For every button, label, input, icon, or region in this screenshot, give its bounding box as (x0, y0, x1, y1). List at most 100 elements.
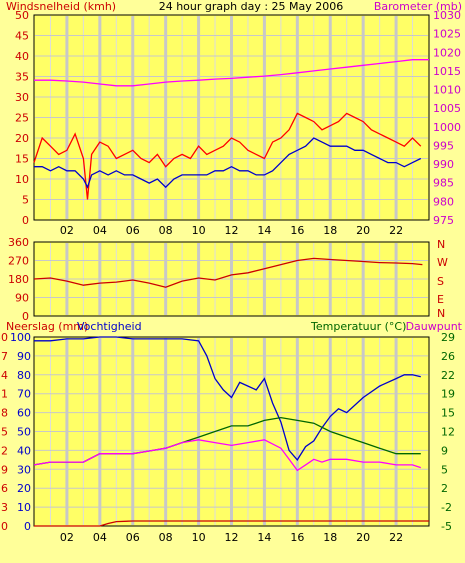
panel1-x-tick-label: 02 (60, 224, 74, 237)
panel3-x-tick-label: 04 (93, 531, 107, 544)
panel1-x-tick-label: 20 (356, 224, 370, 237)
panel1-x-tick-label: 12 (225, 224, 239, 237)
panel3-x-tick-label: 08 (159, 531, 173, 544)
panel2-series-line-0 (33, 257, 423, 288)
panel1-x-tick-label: 10 (192, 224, 206, 237)
panel3-left-inner-tick-label: 80 (17, 369, 31, 382)
panel3-right-tick-label: 29 (441, 331, 455, 344)
panel3-left-inner-tick-label: 70 (17, 388, 31, 401)
panel3-right-tick-label: 19 (441, 388, 455, 401)
panel3-x-tick-label: 06 (126, 531, 140, 544)
panel3-right-label-1: Temperatuur (°C) (310, 320, 406, 333)
panel3-left-outer-tick-label: 15 (0, 426, 8, 439)
panel3-right-tick-label: -2 (441, 501, 452, 514)
panel3-x-tick-label: 16 (290, 531, 304, 544)
panel1-left-tick-label: 0 (22, 214, 29, 227)
panel3-left-inner-tick-label: 20 (17, 482, 31, 495)
panel1-x-tick-label: 22 (389, 224, 403, 237)
panel1-left-tick-label: 25 (15, 112, 29, 125)
panel1-title: 24 hour graph day : 25 May 2006 (159, 0, 344, 13)
panel3-right-tick-label: -5 (441, 520, 452, 533)
panel3-series-line-0 (34, 336, 421, 461)
panel2-left-tick-label: 360 (8, 236, 29, 249)
panel3-right-tick-label: 5 (441, 463, 448, 476)
panel2-direction-label: E (437, 293, 444, 306)
panel1-left-tick-label: 20 (15, 132, 29, 145)
panel1-right-tick-label: 1020 (433, 46, 461, 59)
panel1-right-tick-label: 990 (433, 158, 454, 171)
panel1-left-tick-label: 10 (15, 173, 29, 186)
panel1-series-line-1 (34, 137, 422, 189)
panel1-left-tick-label: 15 (15, 153, 29, 166)
panel1-left-tick-label: 35 (15, 71, 29, 84)
panel1-series-line-2 (34, 59, 429, 87)
panel1-right-tick-label: 1000 (433, 121, 461, 134)
panel2-direction-label: N (437, 238, 445, 251)
panel3-x-tick-label: 12 (225, 531, 239, 544)
panel3-left-outer-tick-label: 27 (0, 350, 8, 363)
panel2-direction-label: S (437, 275, 444, 288)
panel3-x-tick-label: 10 (192, 531, 206, 544)
panel3-right-tick-label: 9 (441, 444, 448, 457)
panel1-left-tick-label: 50 (15, 9, 29, 22)
panel3-left-inner-tick-label: 30 (17, 463, 31, 476)
panel3-right-tick-label: 15 (441, 407, 455, 420)
panel3-left-outer-tick-label: 21 (0, 388, 8, 401)
panel1-right-tick-label: 1030 (433, 9, 461, 22)
panel3-left-outer-tick-label: 12 (0, 444, 8, 457)
panel3-left-outer-tick-label: 6 (1, 482, 8, 495)
panel3-left-inner-tick-label: 100 (10, 331, 31, 344)
panel2-left-tick-label: 90 (15, 292, 29, 305)
panel3-series-line-2 (33, 439, 422, 472)
panel3-left-label-1: Neerslag (mm) (6, 320, 88, 333)
panel3-right-tick-label: 26 (441, 350, 455, 363)
panel3-left-outer-tick-label: 0 (1, 520, 8, 533)
panel3-x-tick-label: 14 (257, 531, 271, 544)
panel3-left-outer-tick-label: 18 (0, 407, 8, 420)
panel1-right-tick-label: 1015 (433, 65, 461, 78)
panel3-left-outer-tick-label: 3 (1, 501, 8, 514)
panel3-left-outer-tick-label: 9 (1, 463, 8, 476)
panel2-left-tick-label: 0 (22, 310, 29, 323)
panel3-left-inner-tick-label: 10 (17, 501, 31, 514)
panel3-x-tick-label: 22 (389, 531, 403, 544)
panel3-left-inner-tick-label: 60 (17, 407, 31, 420)
panel1-left-tick-label: 5 (22, 194, 29, 207)
panel3-right-tick-label: 12 (441, 426, 455, 439)
panel1-x-tick-label: 16 (290, 224, 304, 237)
panel1-x-tick-label: 18 (323, 224, 337, 237)
panel1-right-tick-label: 1025 (433, 28, 461, 41)
panel3-right-label-2: Dauwpunt (406, 320, 463, 333)
panel1-left-tick-label: 45 (15, 30, 29, 43)
panel1-series-line-0 (33, 112, 422, 200)
panel1-right-label: Barometer (mb) (374, 0, 462, 13)
panel1-right-tick-label: 995 (433, 139, 454, 152)
panel3-x-tick-label: 02 (60, 531, 74, 544)
panel3-x-tick-label: 20 (356, 531, 370, 544)
panel3-right-tick-label: 22 (441, 369, 455, 382)
panel2-left-tick-label: 270 (8, 255, 29, 268)
panel3-series-line-3 (34, 520, 429, 527)
panel1-x-tick-label: 08 (159, 224, 173, 237)
panel2-direction-label: W (437, 256, 448, 269)
panel3-left-inner-tick-label: 0 (24, 520, 31, 533)
panel1-x-tick-label: 14 (257, 224, 271, 237)
panel3-left-label-2: Vochtigheid (77, 320, 142, 333)
panel1-x-tick-label: 04 (93, 224, 107, 237)
panel3-left-inner-tick-label: 50 (17, 426, 31, 439)
panel3-left-inner-tick-label: 90 (17, 350, 31, 363)
panel3-x-tick-label: 18 (323, 531, 337, 544)
panel1-x-tick-label: 06 (126, 224, 140, 237)
panel1-left-tick-label: 30 (15, 91, 29, 104)
panel3-left-outer-tick-label: 24 (0, 369, 8, 382)
panel2-direction-label: N (437, 307, 445, 320)
panel1-right-tick-label: 975 (433, 214, 454, 227)
panel3-right-tick-label: 2 (441, 482, 448, 495)
panel2-left-tick-label: 180 (8, 273, 29, 286)
panel1-right-tick-label: 1005 (433, 102, 461, 115)
panel3-left-outer-tick-label: 30 (0, 331, 8, 344)
panel1-right-tick-label: 980 (433, 195, 454, 208)
panel1-left-tick-label: 40 (15, 50, 29, 63)
panel1-right-tick-label: 985 (433, 177, 454, 190)
